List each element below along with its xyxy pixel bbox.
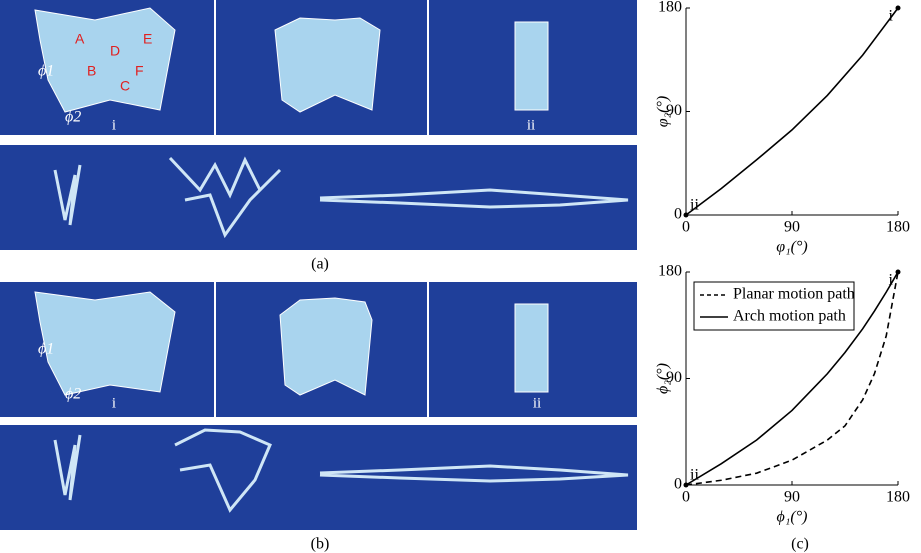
line [685, 7, 899, 216]
annotation: ii [690, 197, 699, 214]
y-tick-label: 90 [666, 369, 682, 386]
x-tick-label: 0 [682, 219, 690, 236]
legend-box [693, 281, 855, 331]
photo-b: ϕ1 ϕ2 i ii [0, 282, 637, 530]
state-label: ii [527, 117, 535, 133]
angle-label: ϕ1 [38, 63, 54, 80]
annotation-point [895, 269, 901, 275]
annotation-point [683, 482, 689, 488]
face-label: F [135, 63, 144, 79]
x-tick-label: 0 [682, 489, 690, 506]
annotation: i [889, 272, 894, 289]
photo-a: A B C D E F ϕ1 ϕ2 i ii [0, 0, 637, 250]
annotation: ii [690, 467, 699, 484]
face-label: D [110, 43, 120, 59]
x-tick-label: 180 [886, 489, 910, 506]
y-tick-label: 90 [666, 102, 682, 119]
panel-label: (b) [311, 536, 330, 553]
line [685, 271, 899, 486]
face-label: A [75, 31, 85, 47]
x-tick-label: 90 [784, 219, 800, 236]
face-label: E [143, 31, 152, 47]
legend-label: Arch motion path [733, 308, 846, 325]
face-label: C [120, 78, 130, 94]
x-axis-label: ϕ₁(°) [777, 509, 808, 526]
y-axis-label: ϕ₂(°) [655, 363, 672, 394]
angle-label: ϕ1 [38, 341, 54, 358]
state-label: i [112, 117, 116, 133]
panel-label: (c) [791, 536, 809, 553]
line [685, 271, 899, 486]
y-tick-label: 0 [674, 206, 682, 223]
x-axis-label: φ₁(°) [776, 239, 807, 256]
legend-label: Planar motion path [733, 286, 855, 303]
panel-label: (a) [311, 256, 329, 273]
annotation-point [895, 5, 901, 11]
state-label: i [112, 395, 116, 411]
x-tick-label: 90 [784, 489, 800, 506]
annotation: i [889, 8, 894, 25]
annotation-point [683, 212, 689, 218]
face-label: B [87, 63, 96, 79]
angle-label: ϕ2 [65, 386, 81, 403]
y-axis-label: φ₂(°) [655, 96, 672, 127]
y-tick-label: 0 [674, 476, 682, 493]
state-label: ii [533, 395, 541, 411]
y-tick-label: 180 [658, 263, 682, 280]
angle-label: ϕ2 [65, 109, 81, 126]
y-tick-label: 180 [658, 0, 682, 16]
x-tick-label: 180 [886, 219, 910, 236]
